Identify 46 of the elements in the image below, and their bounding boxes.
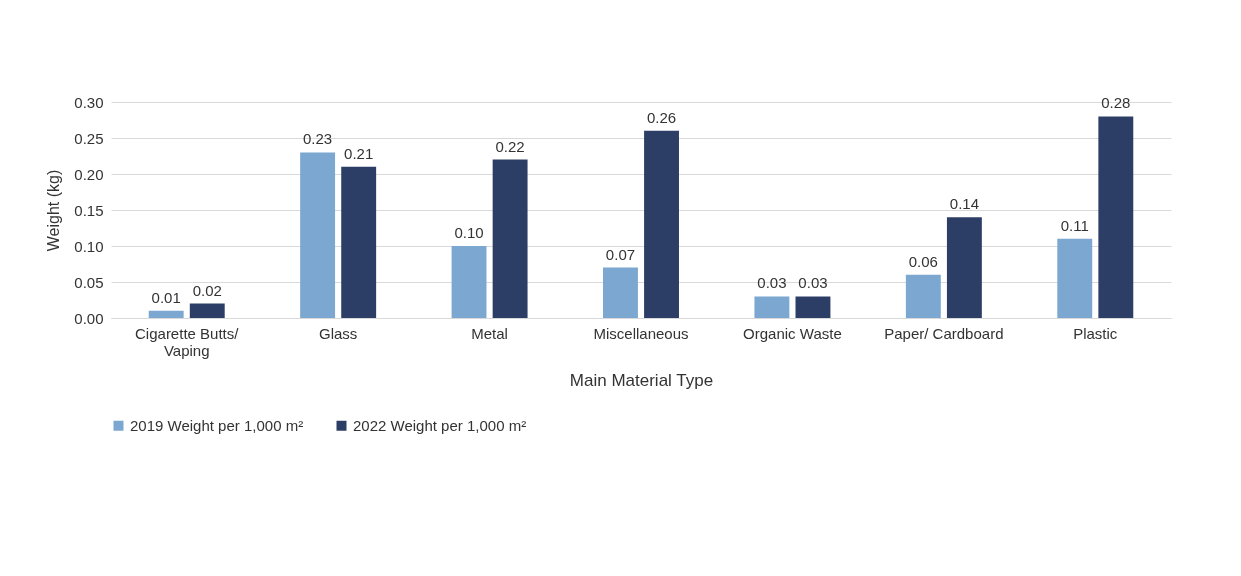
data-label: 0.02 (192, 281, 222, 299)
x-tick-label: Paper/ Cardboard (884, 324, 1004, 342)
data-label: 0.26 (646, 108, 677, 126)
bar (492, 159, 528, 318)
x-tick-label: Organic Waste (743, 324, 842, 342)
data-label: 0.23 (303, 130, 333, 148)
bar (341, 166, 377, 318)
bar (603, 267, 638, 318)
data-label: 0.22 (495, 137, 525, 155)
bar (754, 296, 790, 318)
y-tick-label: 0.15 (74, 201, 104, 219)
data-label: 0.03 (798, 274, 828, 292)
y-tick-label: 0.00 (74, 309, 104, 327)
x-tick-label: Cigarette Butts/ Vaping (135, 324, 240, 359)
data-label: 0.06 (908, 252, 938, 270)
x-axis-title: Main Material Type (569, 370, 714, 390)
data-label: 0.10 (454, 224, 484, 241)
y-tick-label: 0.10 (74, 237, 104, 255)
data-label: 0.28 (1101, 94, 1131, 112)
data-label: 0.11 (1060, 216, 1089, 234)
data-label: 0.14 (949, 195, 979, 213)
x-tick-label: Metal (471, 324, 508, 342)
bar (795, 296, 831, 318)
bar (644, 130, 679, 318)
bar (946, 217, 982, 318)
legend-label: 2019 Weight per 1,000 m² (130, 416, 304, 434)
bar (300, 152, 336, 318)
legend-label: 2022 Weight per 1,000 m² (353, 416, 527, 434)
x-tick-label: Plastic (1073, 324, 1118, 342)
data-label: 0.07 (605, 245, 636, 263)
x-tick-label: Glass (318, 324, 358, 342)
bar (905, 274, 941, 318)
y-axis-title: Weight (kg) (45, 169, 63, 252)
y-tick-label: 0.30 (74, 93, 104, 111)
bar (1057, 238, 1093, 318)
y-tick-label: 0.25 (74, 129, 104, 147)
bar (1098, 116, 1134, 318)
data-label: 0.03 (757, 274, 787, 292)
bar (189, 303, 225, 318)
y-tick-label: 0.05 (74, 273, 104, 291)
data-label: 0.21 (344, 144, 374, 162)
data-label: 0.01 (151, 288, 181, 306)
y-tick-label: 0.20 (74, 165, 104, 183)
bar (451, 246, 487, 318)
bar (148, 310, 184, 318)
x-tick-label: Miscellaneous (593, 324, 689, 342)
